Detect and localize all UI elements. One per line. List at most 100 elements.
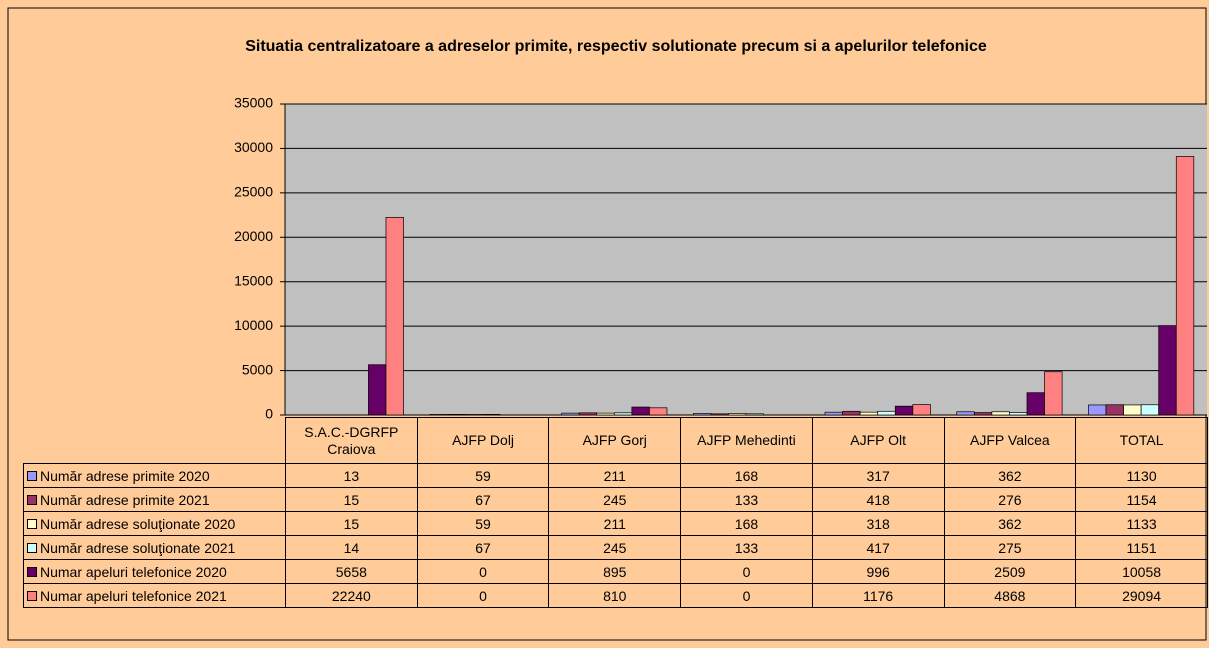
legend-key	[27, 470, 37, 481]
bar	[842, 410, 861, 416]
bar	[1009, 412, 1028, 416]
table-value: 4868	[943, 583, 1077, 608]
bar	[482, 414, 501, 416]
legend-label: Număr adrese primite 2020	[40, 467, 210, 484]
table-value: 245	[548, 535, 682, 560]
legend-key	[27, 494, 37, 505]
y-tick-label: 25000	[234, 184, 273, 200]
bar	[368, 364, 387, 416]
table-value: 0	[680, 559, 813, 584]
bar	[578, 412, 598, 416]
table-value: 133	[680, 487, 813, 512]
category-label: AJFP Mehedinti	[680, 417, 813, 464]
table-value: 0	[416, 583, 550, 608]
y-tick-label: 15000	[234, 272, 273, 288]
bar	[973, 412, 993, 416]
legend-label: Număr adrese primite 2021	[40, 491, 210, 508]
plot-area	[285, 104, 1207, 415]
table-value: 318	[811, 511, 945, 536]
table-value: 22240	[285, 583, 418, 608]
table-value: 895	[548, 559, 682, 584]
legend-label: Număr adrese soluţionate 2021	[40, 539, 236, 556]
table-value: 245	[548, 487, 682, 512]
y-tick-label: 30000	[234, 139, 273, 155]
table-value: 317	[811, 463, 945, 488]
bar	[1123, 404, 1142, 416]
table-row: Numar apeluri telefonice 2021 22240 0 810 0 1…	[23, 583, 1208, 608]
legend-entry: Număr adrese soluţionate 2020	[23, 511, 286, 536]
bar	[894, 405, 914, 416]
bar	[385, 217, 404, 416]
table-value: 168	[680, 511, 813, 536]
legend-key	[27, 542, 37, 553]
bar	[464, 414, 483, 416]
table-value: 1151	[1075, 535, 1208, 560]
table-corner	[24, 418, 286, 464]
table-row: Număr adrese primite 2021 15 67 245 133 418 27…	[23, 487, 1208, 512]
bar	[1088, 404, 1107, 416]
table-value: 1133	[1075, 511, 1208, 536]
table-value: 810	[548, 583, 682, 608]
table-value: 15	[285, 511, 418, 536]
chart-title: Situatia centralizatoare a adreselor pri…	[245, 38, 987, 55]
bar	[447, 414, 466, 416]
category-label: TOTAL	[1075, 417, 1208, 464]
table-value: 15	[285, 487, 418, 512]
legend-entry: Numar apeluri telefonice 2021	[23, 583, 286, 608]
table-value: 275	[943, 535, 1077, 560]
bar	[613, 412, 633, 416]
table-value: 276	[943, 487, 1077, 512]
table-value: 362	[943, 511, 1077, 536]
bar	[429, 414, 448, 416]
table-value: 67	[416, 487, 550, 512]
table-row: Număr adrese soluţionate 2020 15 59 211 168 3…	[23, 511, 1208, 536]
table-value: 417	[811, 535, 945, 560]
table-value: 13	[285, 463, 418, 488]
table-header-row: S.A.C.-DGRFP Craiova AJFP Dolj AJFP Gorj AJ…	[24, 417, 1208, 464]
bar	[1105, 404, 1124, 416]
table-value: 59	[416, 463, 550, 488]
table-value: 211	[548, 511, 682, 536]
legend-entry: Număr adrese soluţionate 2021	[23, 535, 286, 560]
table-row: Numar apeluri telefonice 2020 5658 0 895 0 99…	[23, 559, 1208, 584]
bar	[710, 413, 729, 416]
table-value: 0	[680, 583, 813, 608]
category-label: S.A.C.-DGRFP Craiova	[285, 417, 418, 464]
legend-entry: Numar apeluri telefonice 2020	[23, 559, 286, 584]
bar	[824, 411, 843, 416]
bar	[1026, 392, 1045, 416]
table-value: 133	[680, 535, 813, 560]
bar	[728, 413, 747, 416]
bar	[561, 412, 580, 416]
table-value: 1130	[1075, 463, 1208, 488]
bar	[956, 411, 975, 416]
legend-key	[27, 590, 37, 601]
table-value: 211	[548, 463, 682, 488]
legend-entry: Număr adrese primite 2021	[23, 487, 286, 512]
legend-label: Numar apeluri telefonice 2021	[40, 587, 227, 604]
category-label: AJFP Valcea	[943, 417, 1077, 464]
table-value: 168	[680, 463, 813, 488]
category-label: AJFP Gorj	[548, 417, 682, 464]
table-value: 5658	[285, 559, 418, 584]
bar	[1044, 371, 1063, 416]
table-row: Număr adrese soluţionate 2021 14 67 245 133 4…	[23, 535, 1208, 560]
table-value: 67	[416, 535, 550, 560]
y-tick-label: 20000	[234, 228, 273, 244]
bar	[745, 413, 764, 416]
table-value: 1176	[811, 583, 945, 608]
bar	[1158, 325, 1177, 416]
table-value: 14	[285, 535, 418, 560]
table-value: 996	[811, 559, 945, 584]
table-value: 59	[416, 511, 550, 536]
table-row: Număr adrese primite 2020 13 59 211 168 317 36…	[23, 463, 1208, 488]
bar	[649, 407, 668, 416]
bar	[1140, 404, 1160, 416]
y-tick-label: 0	[265, 406, 273, 422]
table-value: 418	[811, 487, 945, 512]
table-value: 362	[943, 463, 1077, 488]
data-table: S.A.C.-DGRFP Craiova AJFP Dolj AJFP Gorj AJ…	[23, 417, 1208, 608]
category-label: AJFP Olt	[811, 417, 945, 464]
